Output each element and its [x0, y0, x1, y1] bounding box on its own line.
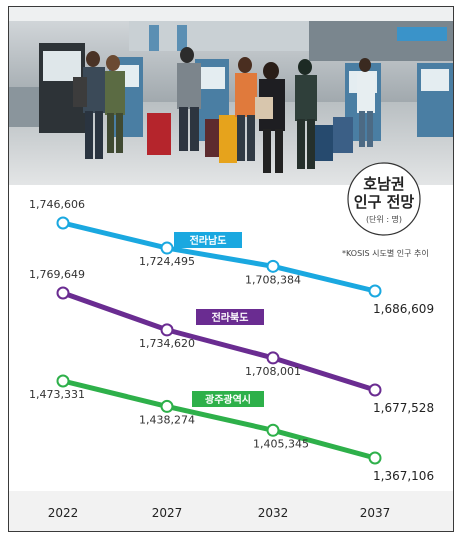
- series-tag-box: [174, 232, 242, 248]
- data-point: [160, 399, 174, 413]
- x-tick-label: 2037: [360, 506, 391, 520]
- infographic-frame: 1,746,606 1,724,495 1,708,384 1,686,609 전라남도…: [8, 6, 454, 532]
- x-axis-band: [9, 491, 453, 531]
- series-line: [60, 220, 378, 294]
- series-2: 1,473,331 1,438,274 1,405,345 1,367,106 광주광역…: [29, 374, 434, 483]
- series-0: 1,746,606 1,724,495 1,708,384 1,686,609 전라남도: [29, 198, 434, 316]
- data-label: 1,746,606: [29, 198, 85, 211]
- data-label: 1,708,384: [245, 273, 301, 286]
- x-tick-label: 2027: [152, 506, 183, 520]
- data-point: [266, 351, 280, 365]
- data-label: 1,367,106: [373, 469, 434, 483]
- data-point: [368, 284, 382, 298]
- data-point: [266, 423, 280, 437]
- data-label: 1,686,609: [373, 302, 434, 316]
- data-label: 1,677,528: [373, 401, 434, 415]
- data-point: [160, 323, 174, 337]
- series-1: 1,769,649 1,734,620 1,708,001 1,677,528 전라북도: [29, 268, 434, 415]
- data-label: 1,708,001: [245, 365, 301, 378]
- series-tag-box: [196, 309, 264, 325]
- series-tag-box: [192, 391, 264, 407]
- data-label: 1,769,649: [29, 268, 85, 281]
- unit-label: (단위 : 명): [366, 214, 402, 224]
- population-chart: 1,746,606 1,724,495 1,708,384 1,686,609 전라남도…: [9, 162, 453, 531]
- data-point: [368, 451, 382, 465]
- series-tag-label: 전라북도: [212, 311, 249, 324]
- title-circle: [347, 162, 421, 236]
- chart-title-line1: 호남권: [363, 175, 404, 193]
- series-tag-label: 전라남도: [190, 234, 227, 247]
- series-line: [60, 290, 378, 393]
- title-badge: 호남권 인구 전망 (단위 : 명): [347, 162, 421, 236]
- data-label: 1,724,495: [139, 255, 195, 268]
- airport-kiosk-photo: [9, 7, 453, 185]
- series-tag-label: 광주광역시: [205, 393, 251, 406]
- data-label: 1,473,331: [29, 388, 85, 401]
- data-point: [56, 374, 70, 388]
- data-label: 1,734,620: [139, 337, 195, 350]
- photo-illustration: [9, 7, 453, 185]
- data-point: [368, 383, 382, 397]
- x-tick-label: 2032: [258, 506, 289, 520]
- data-label: 1,438,274: [139, 413, 195, 426]
- series-line: [60, 378, 378, 461]
- x-tick-label: 2022: [48, 506, 79, 520]
- data-point: [160, 241, 174, 255]
- x-axis: 2022 2027 2032 2037: [48, 506, 391, 520]
- data-point: [56, 216, 70, 230]
- data-label: 1,405,345: [253, 437, 309, 450]
- chart-title-line2: 인구 전망: [354, 193, 415, 211]
- data-point: [266, 259, 280, 273]
- series-layer: 1,746,606 1,724,495 1,708,384 1,686,609 전라남도…: [29, 198, 434, 483]
- data-point: [56, 286, 70, 300]
- source-note: *KOSIS 시도별 인구 추이: [342, 248, 429, 258]
